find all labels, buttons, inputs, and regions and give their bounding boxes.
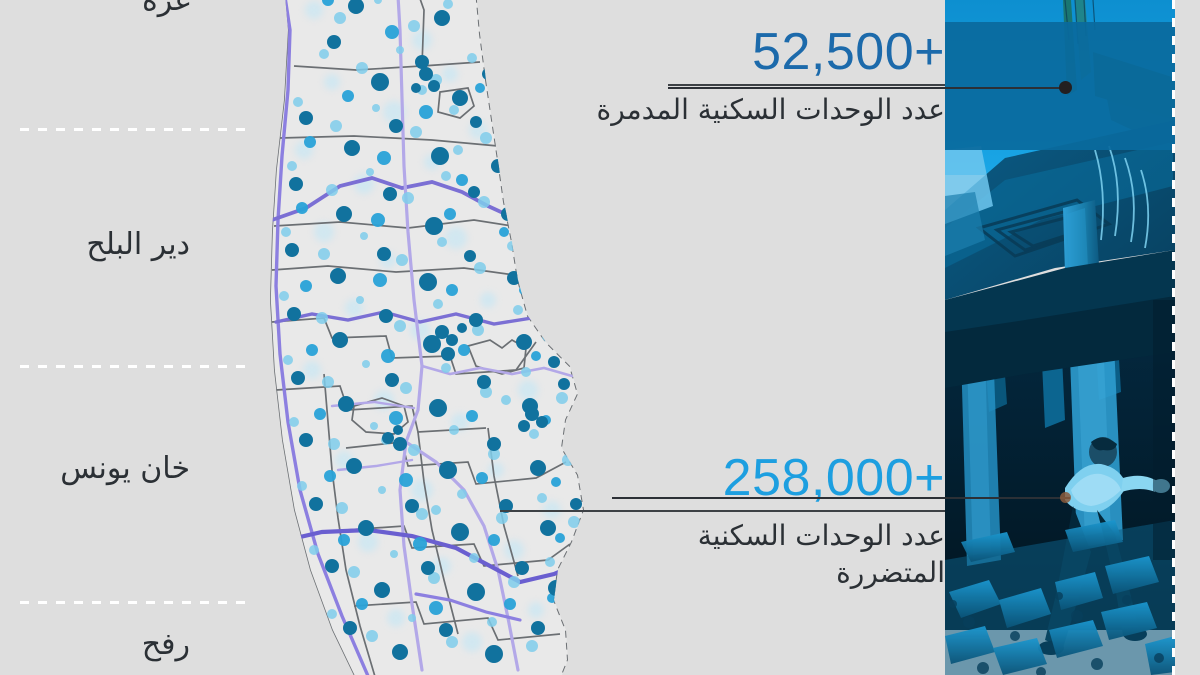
stat-damaged-units-label: عدد الوحدات السكنية المتضررة: [697, 519, 945, 589]
connector-line-2: [612, 497, 1070, 499]
separator-dashed-right: [1172, 0, 1175, 675]
region-label-deir-al-balah: دير البلح: [86, 227, 190, 262]
region-label-rafah: رفح: [141, 627, 190, 662]
stat-damaged-units: 258,000+ عدد الوحدات السكنية المتضررة: [470, 452, 945, 592]
stat-destroyed-units-value: 52,500+: [752, 23, 945, 81]
stat-damaged-units-value: 258,000+: [722, 449, 945, 507]
region-label-khan-younis: خان يونس: [60, 451, 190, 486]
map-damage-points: [279, 0, 582, 663]
stat-destroyed-units-label: عدد الوحدات السكنية المدمرة: [596, 93, 945, 126]
separator-dashed-2: [20, 365, 248, 368]
stat-damaged-units-rule: [500, 510, 945, 512]
rubble-field: [945, 520, 1175, 675]
map-container[interactable]: [236, 0, 636, 675]
separator-dashed-1: [20, 128, 248, 131]
stat-destroyed-units-rule: [668, 84, 945, 86]
gaza-strip-map: [270, 0, 584, 675]
connector-dot-1: [1059, 81, 1072, 94]
connector-line-1: [668, 87, 1068, 89]
separator-dashed-3: [20, 601, 248, 604]
destroyed-building-photo: [945, 0, 1175, 675]
region-label-gaza: غزة: [142, 0, 190, 18]
map-coastline: [270, 0, 377, 675]
connector-dot-2: [1060, 492, 1071, 503]
stat-destroyed-units: 52,500+ عدد الوحدات السكنية المدمرة: [500, 26, 945, 129]
